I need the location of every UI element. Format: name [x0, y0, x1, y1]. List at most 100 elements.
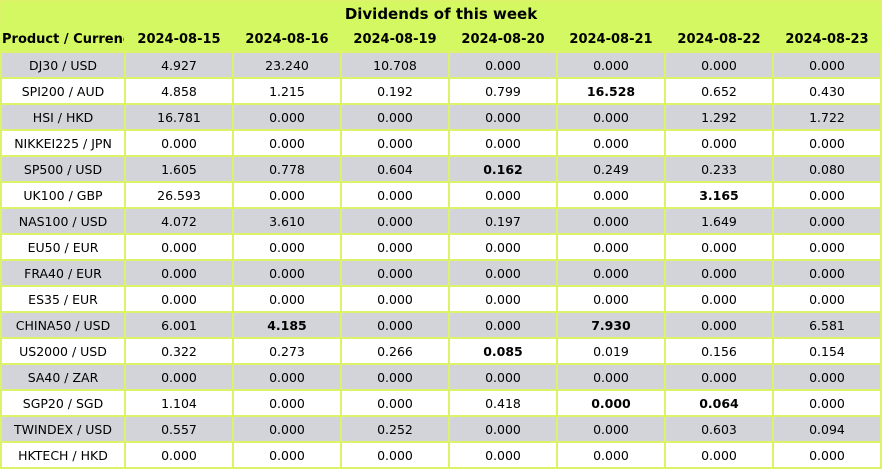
dividend-value-cell: 0.000 [124, 441, 234, 469]
dividend-value-cell: 16.781 [124, 103, 234, 131]
dividend-value-cell: 0.557 [124, 415, 234, 443]
dividend-value-cell: 0.273 [232, 337, 342, 365]
dividend-value-cell: 0.000 [340, 129, 450, 157]
table-row: SGP20 / SGD 1.104 0.000 0.000 0.418 0.000 0.06… [0, 389, 882, 417]
dividend-value-cell: 23.240 [232, 51, 342, 79]
table-row: SP500 / USD 1.605 0.778 0.604 0.162 0.249 0.23… [0, 155, 882, 183]
dividend-value-cell: 0.252 [340, 415, 450, 443]
dividend-value-cell: 0.000 [340, 181, 450, 209]
dividend-value-cell: 0.000 [556, 415, 666, 443]
dividend-value-cell: 0.000 [556, 389, 666, 417]
dividend-value-cell: 0.197 [448, 207, 558, 235]
table-row: SA40 / ZAR 0.000 0.000 0.000 0.000 0.000 0.000… [0, 363, 882, 391]
dividend-value-cell: 1.649 [664, 207, 774, 235]
column-header-date: 2024-08-16 [232, 26, 342, 53]
dividend-value-cell: 0.000 [556, 103, 666, 131]
dividend-value-cell: 0.000 [232, 259, 342, 287]
dividend-value-cell: 1.722 [772, 103, 882, 131]
dividend-value-cell: 0.000 [772, 51, 882, 79]
dividend-value-cell: 0.000 [556, 207, 666, 235]
dividend-value-cell: 0.000 [556, 129, 666, 157]
table-title: Dividends of this week [0, 0, 882, 28]
product-cell: FRA40 / EUR [0, 259, 126, 287]
dividend-value-cell: 0.000 [232, 129, 342, 157]
dividend-value-cell: 0.064 [664, 389, 774, 417]
product-cell: SA40 / ZAR [0, 363, 126, 391]
table-row: SPI200 / AUD 4.858 1.215 0.192 0.799 16.528 0.… [0, 77, 882, 105]
dividend-value-cell: 0.000 [772, 181, 882, 209]
dividend-value-cell: 7.930 [556, 311, 666, 339]
dividend-value-cell: 0.000 [448, 311, 558, 339]
dividend-value-cell: 0.799 [448, 77, 558, 105]
dividend-value-cell: 0.000 [448, 181, 558, 209]
product-cell: DJ30 / USD [0, 51, 126, 79]
dividend-value-cell: 0.000 [124, 259, 234, 287]
dividend-value-cell: 0.000 [664, 363, 774, 391]
dividend-value-cell: 4.858 [124, 77, 234, 105]
dividend-value-cell: 0.000 [448, 51, 558, 79]
dividend-value-cell: 0.652 [664, 77, 774, 105]
dividend-value-cell: 1.605 [124, 155, 234, 183]
dividend-value-cell: 0.000 [124, 285, 234, 313]
dividend-value-cell: 0.000 [340, 389, 450, 417]
dividend-value-cell: 0.418 [448, 389, 558, 417]
dividend-value-cell: 0.000 [772, 259, 882, 287]
dividend-value-cell: 0.154 [772, 337, 882, 365]
dividend-value-cell: 0.000 [772, 207, 882, 235]
dividend-value-cell: 3.165 [664, 181, 774, 209]
dividend-value-cell: 0.000 [340, 207, 450, 235]
product-cell: NAS100 / USD [0, 207, 126, 235]
dividend-value-cell: 0.000 [772, 233, 882, 261]
product-cell: UK100 / GBP [0, 181, 126, 209]
product-cell: HKTECH / HKD [0, 441, 126, 469]
column-header-date: 2024-08-20 [448, 26, 558, 53]
product-cell: HSI / HKD [0, 103, 126, 131]
dividend-value-cell: 0.000 [448, 363, 558, 391]
table-row: DJ30 / USD 4.927 23.240 10.708 0.000 0.000 0.0… [0, 51, 882, 79]
column-header-date: 2024-08-22 [664, 26, 774, 53]
dividend-value-cell: 0.000 [448, 285, 558, 313]
dividend-value-cell: 0.000 [232, 103, 342, 131]
dividend-value-cell: 0.000 [448, 233, 558, 261]
table-row: FRA40 / EUR 0.000 0.000 0.000 0.000 0.000 0.00… [0, 259, 882, 287]
column-header-date: 2024-08-15 [124, 26, 234, 53]
dividend-value-cell: 0.000 [448, 441, 558, 469]
dividend-value-cell: 0.085 [448, 337, 558, 365]
dividend-value-cell: 0.000 [556, 233, 666, 261]
table-row: NIKKEI225 / JPN 0.000 0.000 0.000 0.000 0.000… [0, 129, 882, 157]
product-cell: EU50 / EUR [0, 233, 126, 261]
dividend-value-cell: 1.104 [124, 389, 234, 417]
dividend-value-cell: 0.000 [340, 233, 450, 261]
dividend-value-cell: 16.528 [556, 77, 666, 105]
dividend-value-cell: 0.094 [772, 415, 882, 443]
dividend-value-cell: 0.000 [232, 415, 342, 443]
dividend-value-cell: 0.000 [340, 311, 450, 339]
dividend-value-cell: 0.000 [664, 233, 774, 261]
table-row: CHINA50 / USD 6.001 4.185 0.000 0.000 7.930 0.… [0, 311, 882, 339]
dividend-value-cell: 0.192 [340, 77, 450, 105]
dividend-value-cell: 0.000 [448, 259, 558, 287]
dividend-value-cell: 0.000 [664, 51, 774, 79]
table-row: HSI / HKD 16.781 0.000 0.000 0.000 0.000 1.292… [0, 103, 882, 131]
dividend-value-cell: 0.019 [556, 337, 666, 365]
table-row: ES35 / EUR 0.000 0.000 0.000 0.000 0.000 0.000… [0, 285, 882, 313]
table-row: TWINDEX / USD 0.557 0.000 0.252 0.000 0.000 0.… [0, 415, 882, 443]
product-cell: US2000 / USD [0, 337, 126, 365]
table-row: US2000 / USD 0.322 0.273 0.266 0.085 0.019 0.1… [0, 337, 882, 365]
dividend-value-cell: 0.000 [556, 181, 666, 209]
table-row: UK100 / GBP 26.593 0.000 0.000 0.000 0.000 3.1… [0, 181, 882, 209]
dividend-value-cell: 0.249 [556, 155, 666, 183]
dividend-value-cell: 4.185 [232, 311, 342, 339]
dividend-value-cell: 4.072 [124, 207, 234, 235]
column-header-date: 2024-08-19 [340, 26, 450, 53]
dividend-value-cell: 0.000 [232, 389, 342, 417]
dividend-value-cell: 0.000 [124, 129, 234, 157]
dividend-value-cell: 0.000 [232, 233, 342, 261]
product-cell: TWINDEX / USD [0, 415, 126, 443]
dividend-value-cell: 0.000 [556, 259, 666, 287]
table-row: EU50 / EUR 0.000 0.000 0.000 0.000 0.000 0.000… [0, 233, 882, 261]
dividend-value-cell: 0.778 [232, 155, 342, 183]
dividend-value-cell: 0.000 [448, 129, 558, 157]
